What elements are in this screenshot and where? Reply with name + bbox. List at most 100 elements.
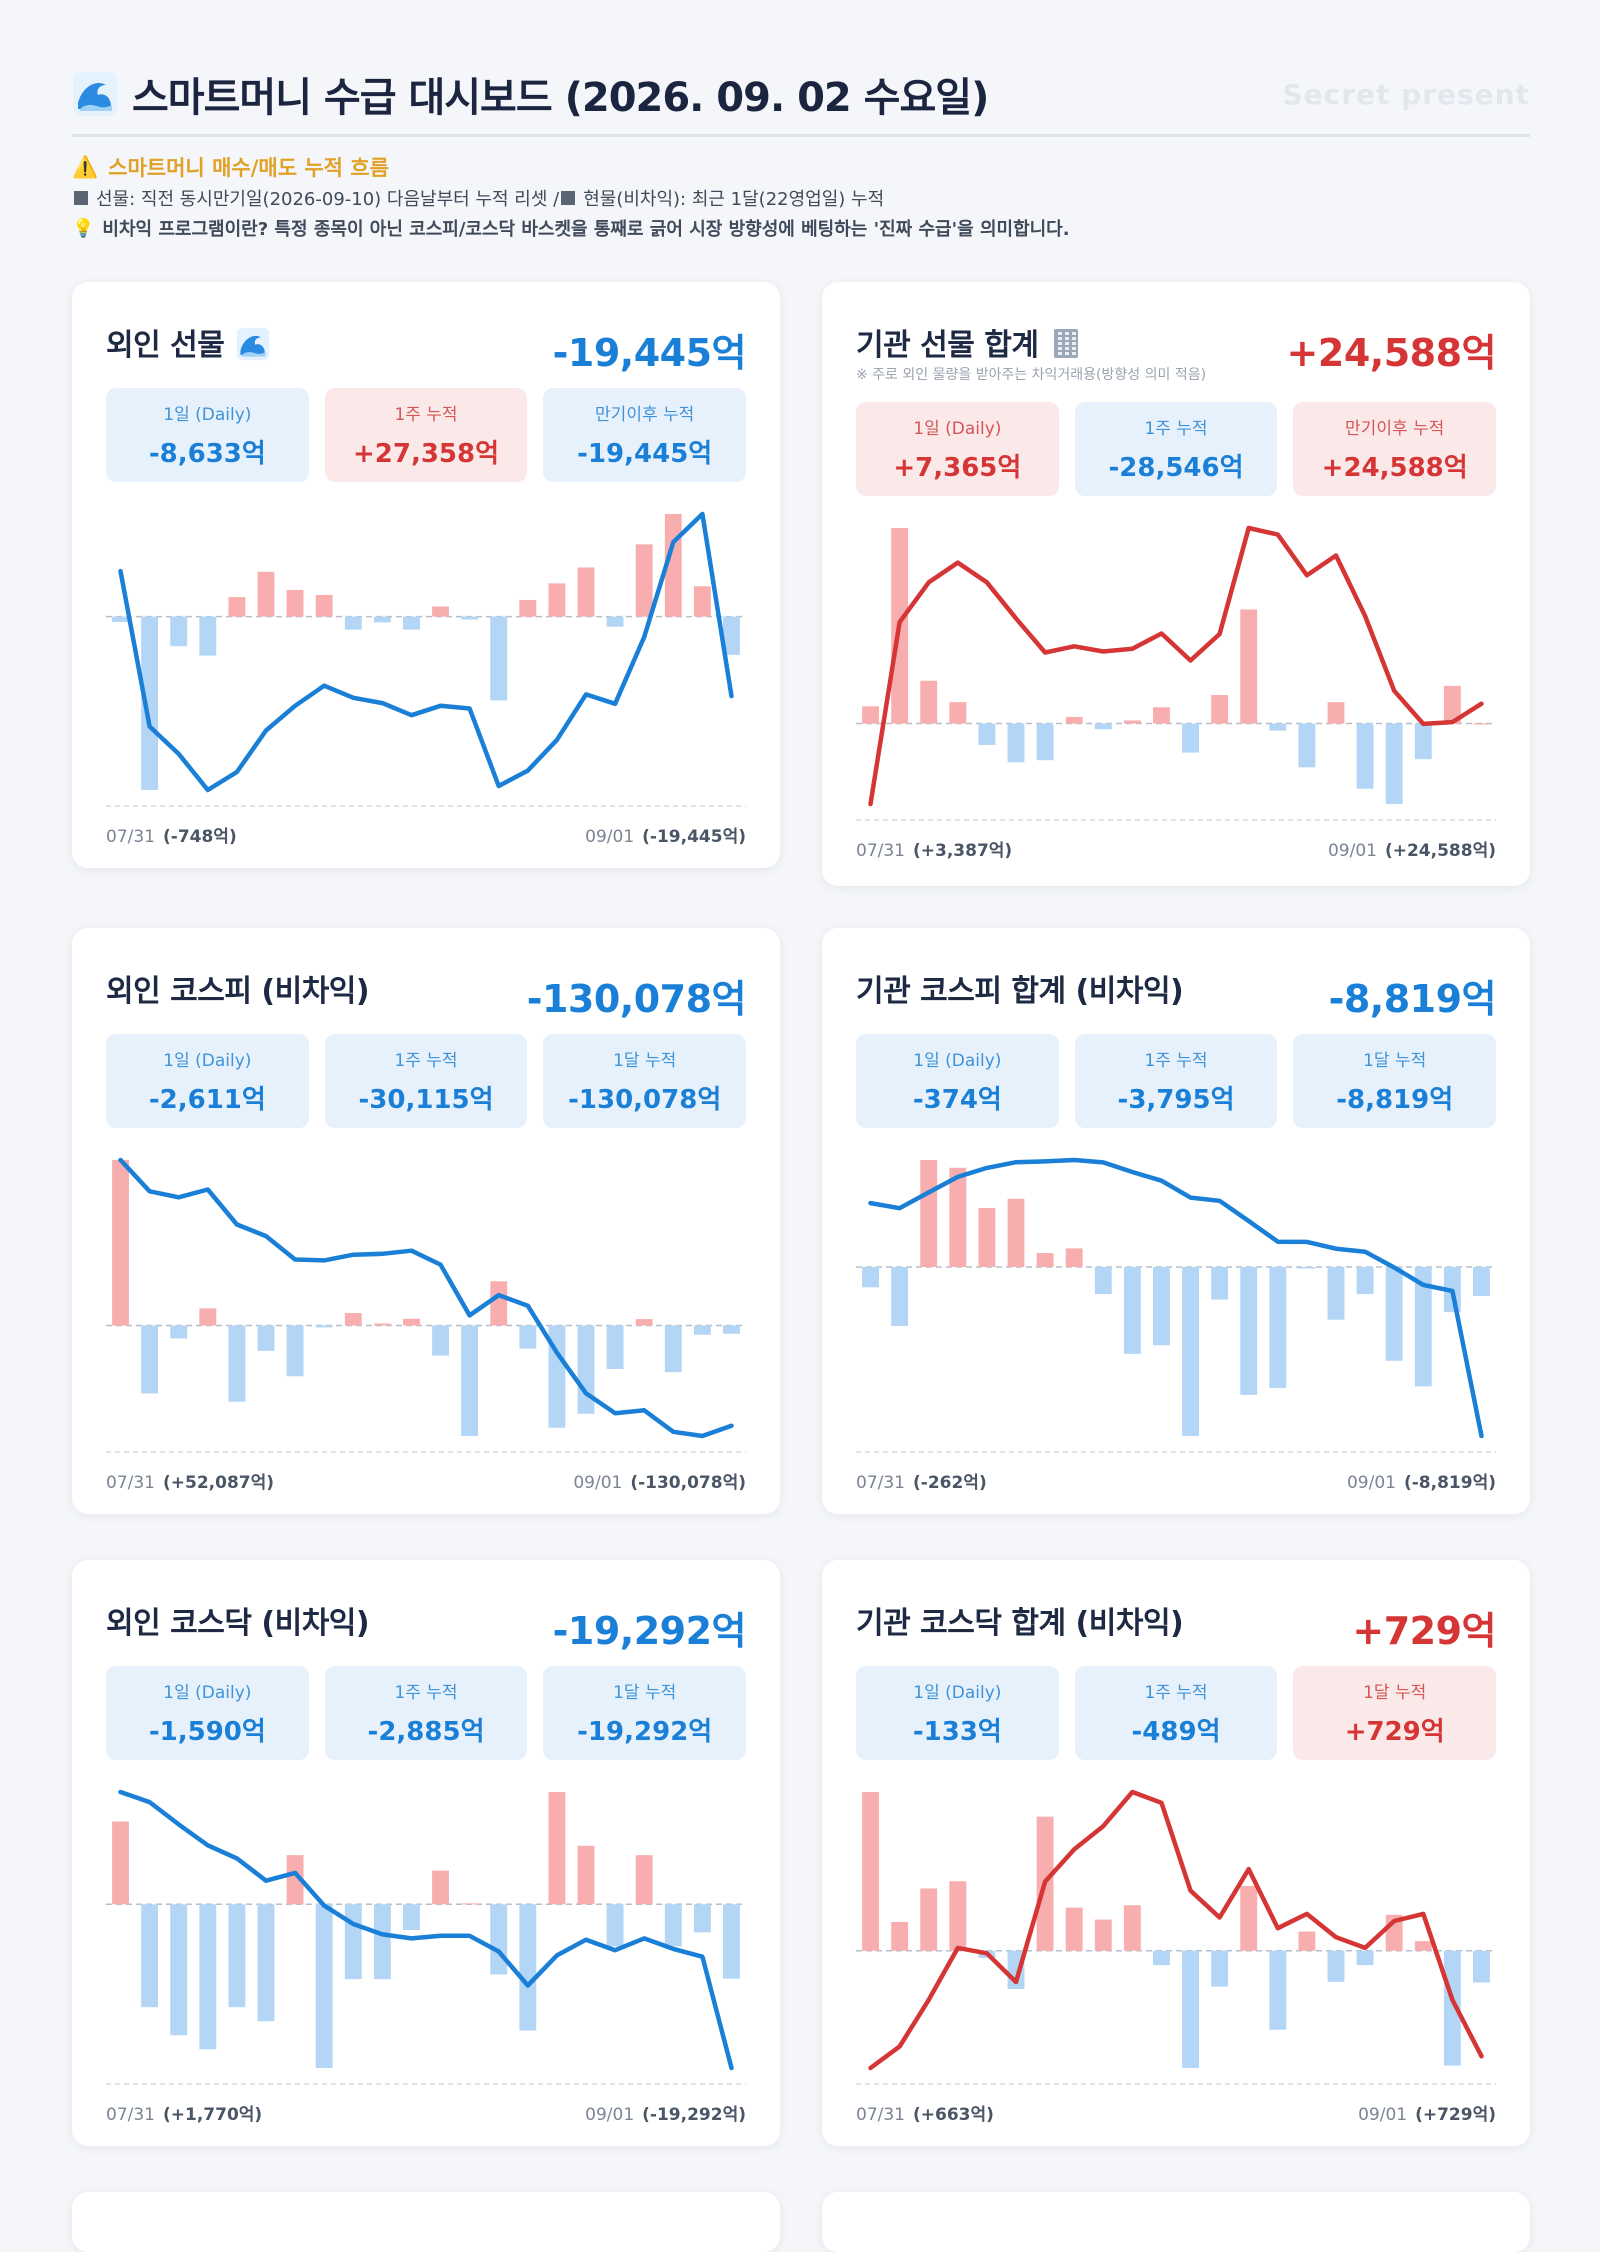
start-value: (+1,770억) <box>163 2105 263 2125</box>
cumulative-line <box>118 1157 734 1439</box>
stat-value: -2,611억 <box>148 1085 266 1115</box>
daily-bar <box>1298 1931 1316 1951</box>
definition-note: 💡 비차익 프로그램이란? 특정 종목이 아닌 코스피/코스닥 바스켓을 통째로… <box>72 213 1530 243</box>
warning-note: ⚠️ 스마트머니 매수/매도 누적 흐름 <box>72 151 1530 183</box>
daily-bar <box>373 1904 391 1980</box>
daily-bar <box>1211 1950 1229 1987</box>
start-date: 07/31 <box>856 2105 905 2125</box>
daily-bar <box>891 1921 909 1951</box>
daily-bar <box>228 1904 246 2008</box>
daily-bar <box>1327 1950 1345 1982</box>
daily-bar <box>1182 1950 1199 2068</box>
cumulative-line <box>868 1789 1484 2071</box>
end-date: 09/01 <box>1346 1473 1396 1493</box>
daily-bar <box>373 616 391 623</box>
daily-bar <box>1414 1941 1432 1951</box>
daily-bar <box>461 1903 479 1905</box>
cumulative-line <box>868 525 1484 807</box>
dashboard-header: 스마트머니 수급 대시보드 (2026. 09. 02 수요일) Secret … <box>72 62 1530 243</box>
period-note-spot: 현물(비차익): 최근 1달(22영업일) 누적 <box>583 189 885 210</box>
daily-bar <box>170 1904 188 2036</box>
stat-label: 1주 누적 <box>394 1683 458 1703</box>
stat-box: 1달 누적 -8,819억 <box>1293 1034 1497 1128</box>
stat-row: 1일 (Daily) -374억 1주 누적 -3,795억 1달 누적 -8,819억 <box>856 1034 1497 1128</box>
stat-label: 1주 누적 <box>1144 1051 1208 1071</box>
daily-bar <box>1269 723 1287 731</box>
stat-row: 1일 (Daily) -2,611억 1주 누적 -30,115억 1달 누적 -130,… <box>106 1034 747 1128</box>
stat-box: 만기이후 누적 -19,445억 <box>543 388 747 482</box>
daily-bar <box>891 1266 909 1326</box>
card-title-text: 외인 코스피 (비차익) <box>106 974 370 1009</box>
stat-value: -130,078억 <box>568 1085 722 1115</box>
stat-box: 1일 (Daily) -2,611억 <box>106 1034 309 1128</box>
daily-bar <box>577 1845 595 1905</box>
daily-bar <box>403 1318 420 1326</box>
card-title: 기관 선물 합계 <box>856 320 1081 364</box>
card-title-text: 기관 코스피 합계 (비차익) <box>856 974 1184 1009</box>
chart-footer: 07/31 (+1,770억) 09/01 (-19,292억) <box>106 2100 746 2125</box>
stat-box: 1주 누적 +27,358억 <box>324 388 528 482</box>
daily-bar <box>1443 685 1461 724</box>
daily-bar <box>693 586 711 617</box>
daily-bar <box>577 567 595 617</box>
daily-bar <box>344 1313 362 1326</box>
daily-bar <box>664 1904 682 1947</box>
start-date: 07/31 <box>856 1473 905 1493</box>
card-subtitle: ※ 주로 외인 물량을 받아주는 차익거래용(방향성 의미 적음) <box>856 367 1207 383</box>
end-date: 09/01 <box>1327 841 1377 861</box>
daily-bar <box>1094 1266 1112 1295</box>
daily-bar <box>949 702 967 724</box>
chart-card: 외인 코스닥 (비차익) -19,292억 1일 (Daily) -1,590억 1주 … <box>72 1560 780 2146</box>
daily-bar <box>315 1904 333 2068</box>
start-label: 07/31 (+1,770억) <box>106 2100 262 2125</box>
start-date: 07/31 <box>106 1473 155 1493</box>
daily-bar <box>1240 1886 1258 1951</box>
daily-bar <box>862 1792 879 1951</box>
daily-bar <box>141 1904 159 2008</box>
watermark: Secret present <box>1282 77 1530 111</box>
daily-bar <box>490 1281 508 1326</box>
daily-bar <box>170 1325 188 1339</box>
end-value: (+24,588억) <box>1384 841 1496 861</box>
card-title: 외인 선물 <box>106 320 270 364</box>
daily-bar <box>1007 1198 1025 1267</box>
card-title-text: 기관 코스닥 합계 (비차익) <box>856 1606 1184 1641</box>
daily-bar <box>1473 723 1490 725</box>
chart-footer: 07/31 (-262억) 09/01 (-8,819억) <box>856 1468 1496 1493</box>
daily-bar <box>432 1325 449 1356</box>
end-label: 09/01 (-130,078억) <box>573 1468 746 1493</box>
daily-bar <box>403 1904 420 1930</box>
daily-bar <box>606 1904 624 1947</box>
stat-box: 1일 (Daily) -374억 <box>856 1034 1059 1128</box>
stat-box: 1일 (Daily) -133억 <box>856 1666 1059 1760</box>
card-header: 기관 코스닥 합계 (비차익) +729억 <box>856 1598 1496 1658</box>
daily-bar <box>1065 1248 1083 1267</box>
end-label: 09/01 (-19,292억) <box>585 2100 746 2125</box>
daily-bar <box>1356 723 1374 789</box>
stat-box: 1일 (Daily) -1,590억 <box>106 1666 309 1760</box>
daily-bar <box>723 1325 740 1334</box>
daily-bar <box>664 1325 682 1373</box>
end-label: 09/01 (-19,445억) <box>585 822 746 847</box>
chart-card: 기관 선물 합계 ※ 주로 외인 물량을 받아주는 차익거래용(방향성 의미 적음… <box>822 282 1530 886</box>
daily-bar <box>862 706 879 724</box>
stat-box: 1주 누적 -30,115억 <box>324 1034 528 1128</box>
daily-bar <box>1298 723 1316 768</box>
chart-card: 기관 코스닥 합계 (비차익) +729억 1일 (Daily) -133억 1주 누적… <box>822 1560 1530 2146</box>
stat-box: 1일 (Daily) +7,365억 <box>856 402 1059 496</box>
daily-bar <box>1123 720 1141 724</box>
start-label: 07/31 (-748억) <box>106 822 237 847</box>
end-date: 09/01 <box>1358 2105 1408 2125</box>
daily-bar <box>978 1208 996 1267</box>
daily-bar <box>978 723 996 745</box>
daily-bar <box>920 1160 938 1267</box>
stat-value: +27,358억 <box>352 439 500 469</box>
daily-bar <box>548 1325 566 1428</box>
card-total: -19,445억 <box>552 331 747 375</box>
start-label: 07/31 (+52,087억) <box>106 1468 274 1493</box>
stat-label: 1달 누적 <box>613 1051 677 1071</box>
bar-line-chart <box>856 525 1496 821</box>
daily-bar <box>1385 723 1403 804</box>
daily-bar <box>723 616 740 655</box>
daily-bar <box>606 1325 624 1369</box>
